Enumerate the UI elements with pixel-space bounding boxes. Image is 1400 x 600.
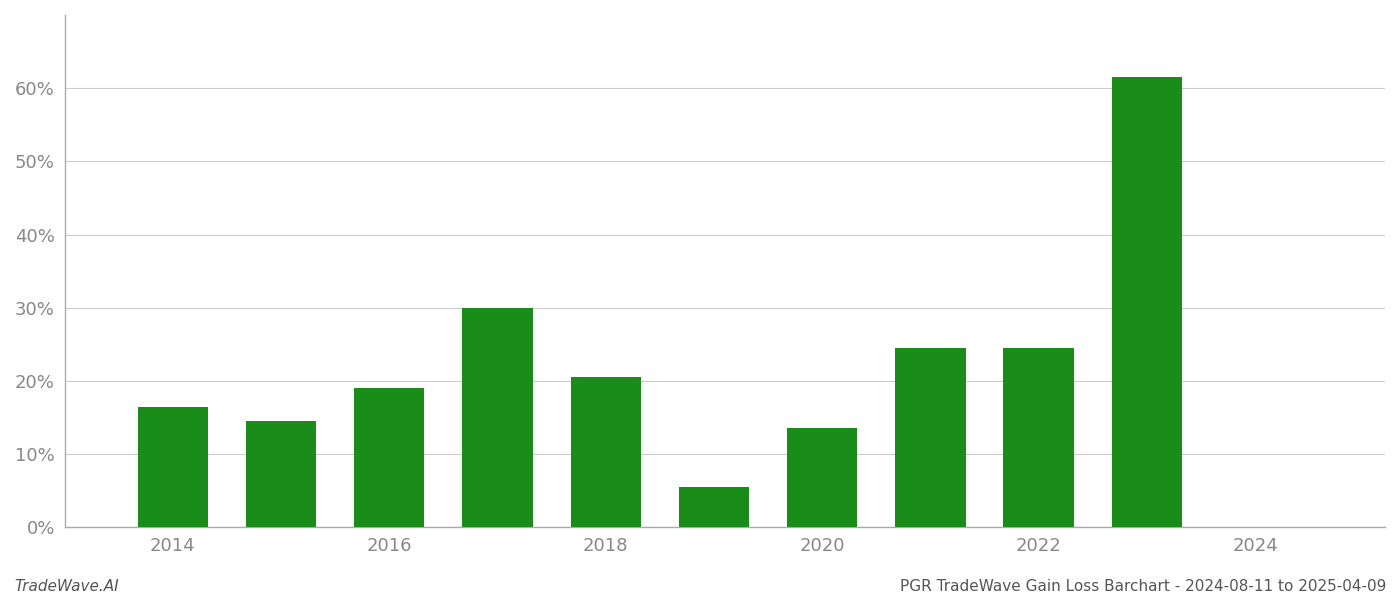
Bar [462,308,532,527]
Bar [571,377,641,527]
Bar [246,421,316,527]
Bar [679,487,749,527]
Bar [787,428,857,527]
Text: TradeWave.AI: TradeWave.AI [14,579,119,594]
Bar [137,407,209,527]
Bar [354,388,424,527]
Bar [1004,348,1074,527]
Bar [895,348,966,527]
Text: PGR TradeWave Gain Loss Barchart - 2024-08-11 to 2025-04-09: PGR TradeWave Gain Loss Barchart - 2024-… [900,579,1386,594]
Bar [1112,77,1182,527]
